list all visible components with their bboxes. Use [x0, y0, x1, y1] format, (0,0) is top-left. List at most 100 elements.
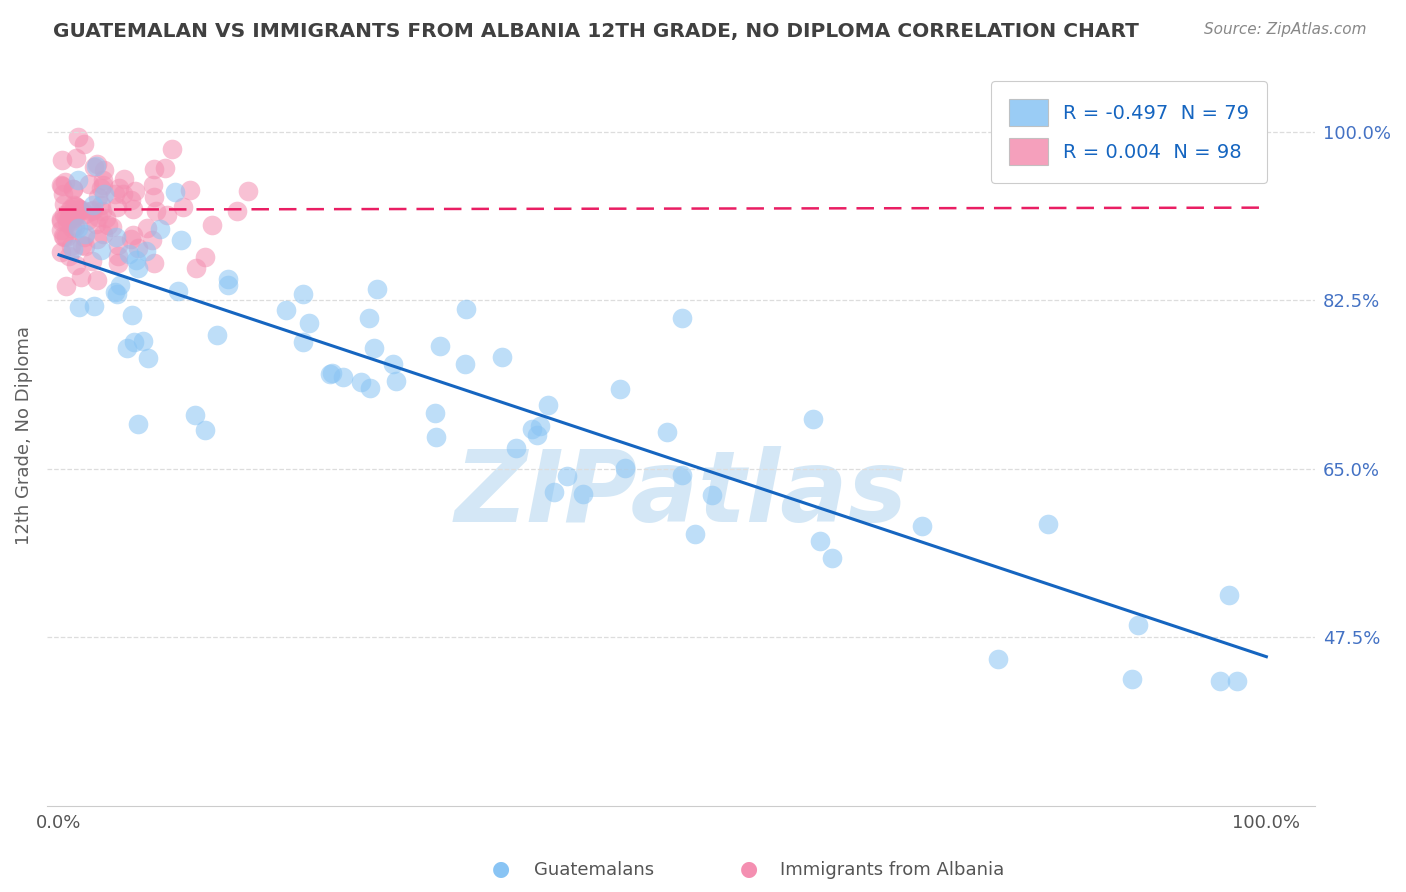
Point [987, 652, 1010, 666]
Point [73, 230, 96, 244]
Text: ●: ● [492, 859, 510, 879]
Point [321, 366, 343, 380]
Point [66, 220, 89, 235]
Point [86, 272, 108, 286]
Point [91, 227, 114, 241]
Point [136, 351, 159, 365]
Point [291, 286, 314, 301]
Point [79, 177, 101, 191]
Point [127, 260, 149, 275]
Point [529, 419, 551, 434]
Point [90, 181, 112, 195]
Point [1121, 672, 1143, 686]
Point [142, 178, 165, 192]
Point [82, 202, 104, 217]
Point [93, 163, 115, 178]
Point [454, 302, 477, 317]
Point [166, 284, 188, 298]
Point [536, 398, 558, 412]
Point [122, 335, 145, 350]
Point [67, 173, 90, 187]
Point [86, 231, 108, 245]
Point [163, 186, 186, 200]
Point [62, 182, 84, 196]
Point [67, 300, 90, 314]
Point [51, 178, 73, 192]
Point [526, 428, 548, 442]
Point [73, 239, 96, 253]
Point [72, 237, 94, 252]
Text: Immigrants from Albania: Immigrants from Albania [780, 861, 1004, 879]
Point [572, 487, 595, 501]
Point [90, 197, 112, 211]
Point [801, 412, 824, 426]
Point [491, 350, 513, 364]
Text: ●: ● [740, 859, 758, 879]
Point [179, 183, 201, 197]
Point [911, 519, 934, 533]
Point [111, 186, 134, 201]
Point [808, 533, 831, 548]
Point [73, 136, 96, 151]
Point [53, 175, 76, 189]
Point [91, 173, 114, 187]
Point [67, 202, 90, 217]
Point [821, 551, 844, 566]
Point [82, 198, 104, 212]
Point [614, 461, 637, 475]
Point [59, 239, 82, 253]
Point [65, 151, 87, 165]
Point [84, 218, 107, 232]
Point [51, 245, 73, 260]
Point [90, 204, 112, 219]
Point [274, 303, 297, 318]
Point [56, 212, 79, 227]
Point [104, 187, 127, 202]
Point [381, 357, 404, 371]
Point [70, 270, 93, 285]
Point [194, 423, 217, 437]
Point [58, 249, 80, 263]
Point [671, 467, 693, 482]
Point [127, 417, 149, 431]
Point [332, 370, 354, 384]
Point [108, 277, 131, 292]
Point [160, 142, 183, 156]
Text: Source: ZipAtlas.com: Source: ZipAtlas.com [1204, 22, 1367, 37]
Point [425, 430, 447, 444]
Point [67, 202, 90, 216]
Point [135, 244, 157, 258]
Point [127, 241, 149, 255]
Point [118, 247, 141, 261]
Point [93, 186, 115, 201]
Point [172, 200, 194, 214]
Point [75, 207, 97, 221]
Point [120, 193, 142, 207]
Point [520, 422, 543, 436]
Point [226, 204, 249, 219]
Point [93, 178, 115, 192]
Point [59, 202, 82, 216]
Point [1209, 673, 1232, 688]
Point [51, 153, 73, 167]
Point [671, 311, 693, 326]
Point [63, 219, 86, 234]
Point [97, 218, 120, 232]
Point [115, 341, 138, 355]
Point [124, 184, 146, 198]
Point [52, 187, 75, 202]
Point [120, 232, 142, 246]
Point [655, 425, 678, 439]
Point [53, 197, 76, 211]
Text: GUATEMALAN VS IMMIGRANTS FROM ALBANIA 12TH GRADE, NO DIPLOMA CORRELATION CHART: GUATEMALAN VS IMMIGRANTS FROM ALBANIA 12… [53, 22, 1139, 41]
Point [52, 228, 75, 243]
Point [51, 223, 73, 237]
Point [63, 198, 86, 212]
Point [366, 282, 388, 296]
Point [63, 198, 86, 212]
Point [1226, 673, 1249, 688]
Point [292, 335, 315, 350]
Y-axis label: 12th Grade, No Diploma: 12th Grade, No Diploma [15, 326, 32, 544]
Point [201, 218, 224, 232]
Point [60, 221, 83, 235]
